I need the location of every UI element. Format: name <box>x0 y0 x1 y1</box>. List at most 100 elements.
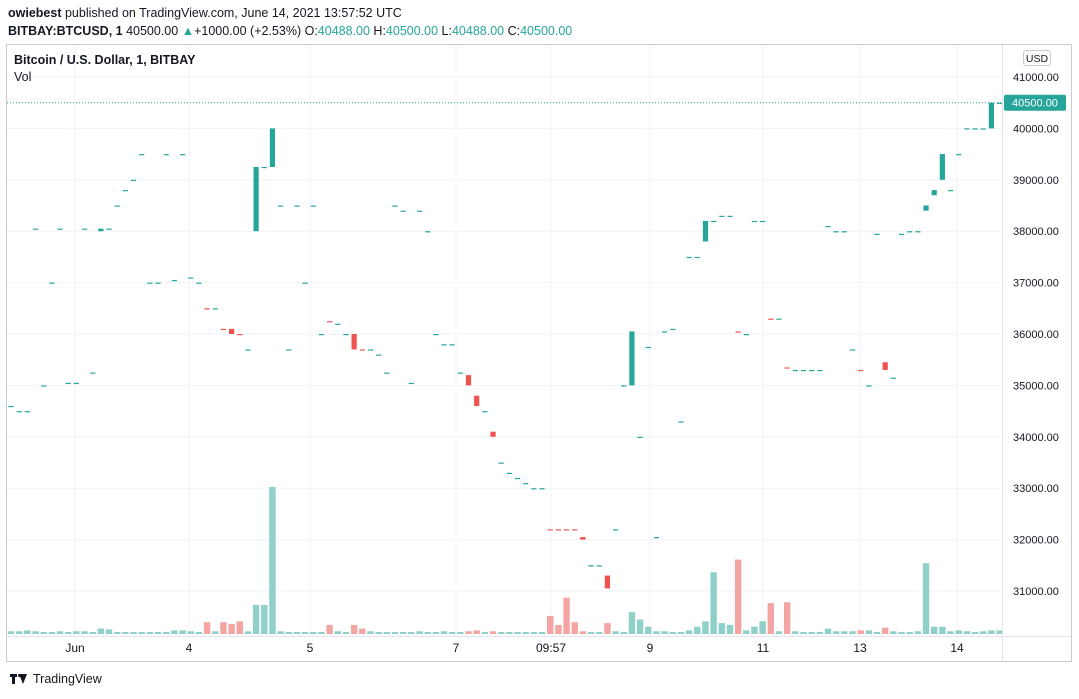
volume-bar <box>596 632 603 634</box>
volume-bar <box>269 487 276 634</box>
volume-bar <box>359 628 366 634</box>
candle <box>163 154 169 156</box>
high-label: H: <box>373 24 386 38</box>
volume-bar <box>922 563 930 634</box>
x-tick-label: 11 <box>757 641 770 655</box>
volume-bar <box>906 632 913 634</box>
candle <box>817 369 823 372</box>
y-tick-label: 38000.00 <box>1013 226 1059 238</box>
candle <box>269 128 276 167</box>
candle <box>719 215 725 217</box>
candle <box>751 220 758 223</box>
candle <box>678 421 684 423</box>
volume-bar <box>914 631 922 634</box>
candle <box>898 233 905 235</box>
up-arrow-icon: ▲ <box>181 24 195 38</box>
publish-info: published on TradingView.com, June 14, 2… <box>64 6 402 20</box>
candle <box>506 472 512 474</box>
volume-bar <box>547 615 554 634</box>
volume-bar <box>971 632 979 634</box>
candle <box>327 321 333 323</box>
volume-bar <box>604 623 611 634</box>
candle <box>621 385 627 387</box>
candle <box>882 362 888 370</box>
volume-bar <box>694 626 701 634</box>
volume-bar <box>718 623 725 634</box>
footer-brand[interactable]: TradingView <box>33 672 102 686</box>
volume-bar <box>465 631 472 634</box>
volume-bar <box>424 632 431 634</box>
candle <box>490 431 496 437</box>
volume-bar <box>816 632 824 634</box>
candle <box>294 205 300 207</box>
volume-bar <box>522 632 529 634</box>
volume-bar <box>571 622 578 634</box>
candle <box>629 331 635 386</box>
volume-bar <box>792 631 799 634</box>
volume-bar <box>751 626 758 634</box>
candle <box>915 231 921 233</box>
volume-bar <box>285 632 292 634</box>
volume-bar <box>301 632 309 634</box>
legend-vol[interactable]: Vol <box>14 70 32 84</box>
volume-bar <box>473 630 480 634</box>
volume-bar <box>669 632 676 634</box>
candle <box>416 210 423 212</box>
volume-bar <box>138 632 145 634</box>
volume-bar <box>506 632 513 634</box>
candle <box>81 228 88 230</box>
price-change: +1000.00 (+2.53%) <box>194 24 302 38</box>
volume-bar <box>996 630 1003 634</box>
volume-bar <box>318 632 325 634</box>
volume-bar <box>179 630 186 634</box>
candle <box>351 334 357 350</box>
volume-bar <box>661 631 668 634</box>
volume-bar <box>7 631 15 634</box>
publish-line: owiebest published on TradingView.com, J… <box>8 4 572 22</box>
candle <box>612 529 619 531</box>
candle <box>318 334 325 336</box>
candle <box>482 411 488 413</box>
candles <box>8 102 1003 589</box>
candle <box>604 575 611 589</box>
volume-bar <box>277 631 284 634</box>
footer: TradingView <box>10 672 102 686</box>
candle <box>841 231 847 233</box>
last-price: 40500.00 <box>126 24 179 38</box>
candle <box>596 565 602 567</box>
candle <box>580 537 586 540</box>
volume-bar <box>40 632 47 634</box>
candle <box>98 228 104 232</box>
volume-bar <box>122 632 129 634</box>
candle <box>449 344 455 346</box>
candle <box>106 228 112 230</box>
candle <box>702 220 709 242</box>
volume-bar <box>48 632 56 634</box>
candle <box>384 372 390 374</box>
currency-button[interactable]: USD <box>1023 50 1051 66</box>
candle <box>547 529 553 531</box>
volume-bar <box>481 632 489 634</box>
candle <box>760 220 766 223</box>
volume-bar <box>146 632 154 634</box>
candle <box>57 228 63 230</box>
candle <box>359 349 365 351</box>
candle <box>800 369 807 372</box>
y-tick-label: 33000.00 <box>1013 483 1059 495</box>
volume-bar <box>726 624 734 634</box>
volume-bar <box>587 632 595 634</box>
candle <box>73 382 79 385</box>
legend-title[interactable]: Bitcoin / U.S. Dollar, 1, BITBAY <box>14 53 196 67</box>
candle <box>858 369 864 372</box>
author-name[interactable]: owiebest <box>8 6 62 20</box>
y-tick-label: 35000.00 <box>1013 380 1059 392</box>
volume-bar <box>383 632 391 634</box>
x-tick-label: Jun <box>65 641 84 655</box>
candle <box>956 154 962 156</box>
candle <box>939 154 945 180</box>
volume-bar <box>865 630 873 634</box>
candle <box>637 436 643 438</box>
candle <box>49 282 55 284</box>
candle <box>988 102 994 129</box>
